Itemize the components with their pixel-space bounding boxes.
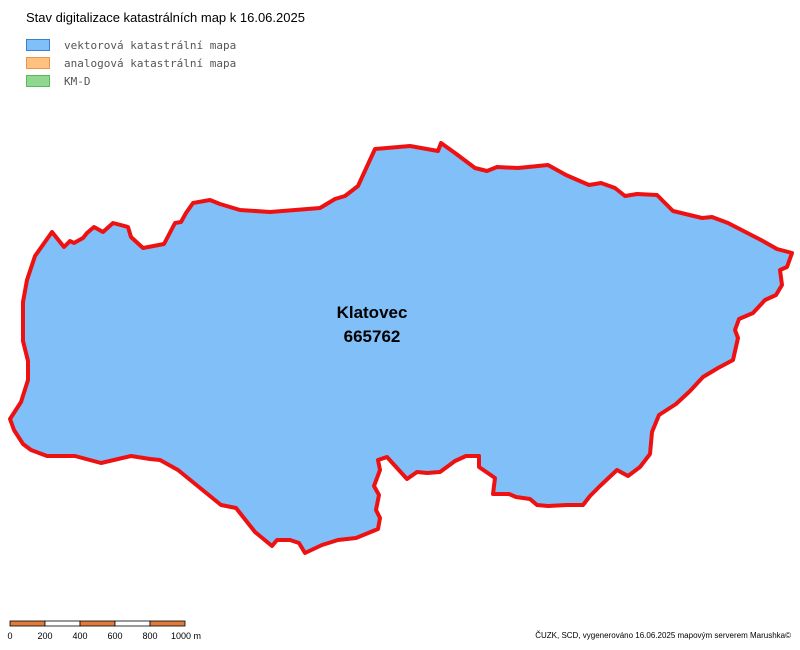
legend-swatch [26,57,50,69]
scale-label: 1000 m [171,631,201,641]
scale-segment [79,620,116,627]
scale-segment [114,620,151,627]
scale-label: 600 [107,631,122,641]
legend-swatch [26,39,50,51]
legend-item: KM-D [26,72,236,90]
scale-label: 800 [142,631,157,641]
scale-bar [9,620,186,627]
area-name: Klatovec [337,303,408,322]
legend: vektorová katastrální mapa analogová kat… [26,36,236,90]
scale-label: 400 [72,631,87,641]
area-code: 665762 [344,327,401,346]
scale-label: 200 [37,631,52,641]
legend-item: vektorová katastrální mapa [26,36,236,54]
parcel-area [8,141,794,555]
scale-label: 0 [7,631,12,641]
credit: ČUZK, SCD, vygenerováno 16.06.2025 mapov… [535,631,791,640]
legend-label: vektorová katastrální mapa [64,38,237,52]
scale-segment [9,620,46,627]
legend-label: analogová katastrální mapa [64,56,237,70]
map-title: Stav digitalizace katastrálních map k 16… [26,10,305,25]
scale-segment [44,620,81,627]
legend-item: analogová katastrální mapa [26,54,236,72]
scale-segment [149,620,186,627]
legend-swatch [26,75,50,87]
legend-label: KM-D [64,74,91,88]
